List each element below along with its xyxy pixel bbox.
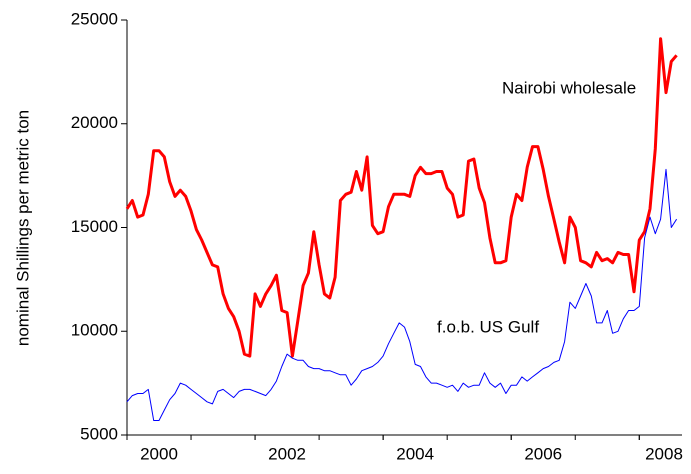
- series-line: [125, 37, 678, 358]
- x-tick-label: 2006: [524, 444, 562, 463]
- annotation: f.o.b. US Gulf: [437, 317, 539, 336]
- series-line: [126, 168, 678, 421]
- y-tick-label: 5000: [80, 424, 118, 443]
- y-tick-label: 25000: [71, 9, 118, 28]
- x-tick-label: 2004: [396, 444, 434, 463]
- y-tick-label: 20000: [71, 113, 118, 132]
- annotation: Nairobi wholesale: [502, 78, 636, 97]
- y-axis-label: nominal Shillings per metric ton: [13, 110, 32, 346]
- y-tick-label: 15000: [71, 217, 118, 236]
- x-tick-label: 2002: [268, 444, 306, 463]
- x-tick-label: 2008: [645, 444, 683, 463]
- x-tick-label: 2000: [140, 444, 178, 463]
- y-tick-label: 10000: [71, 321, 118, 340]
